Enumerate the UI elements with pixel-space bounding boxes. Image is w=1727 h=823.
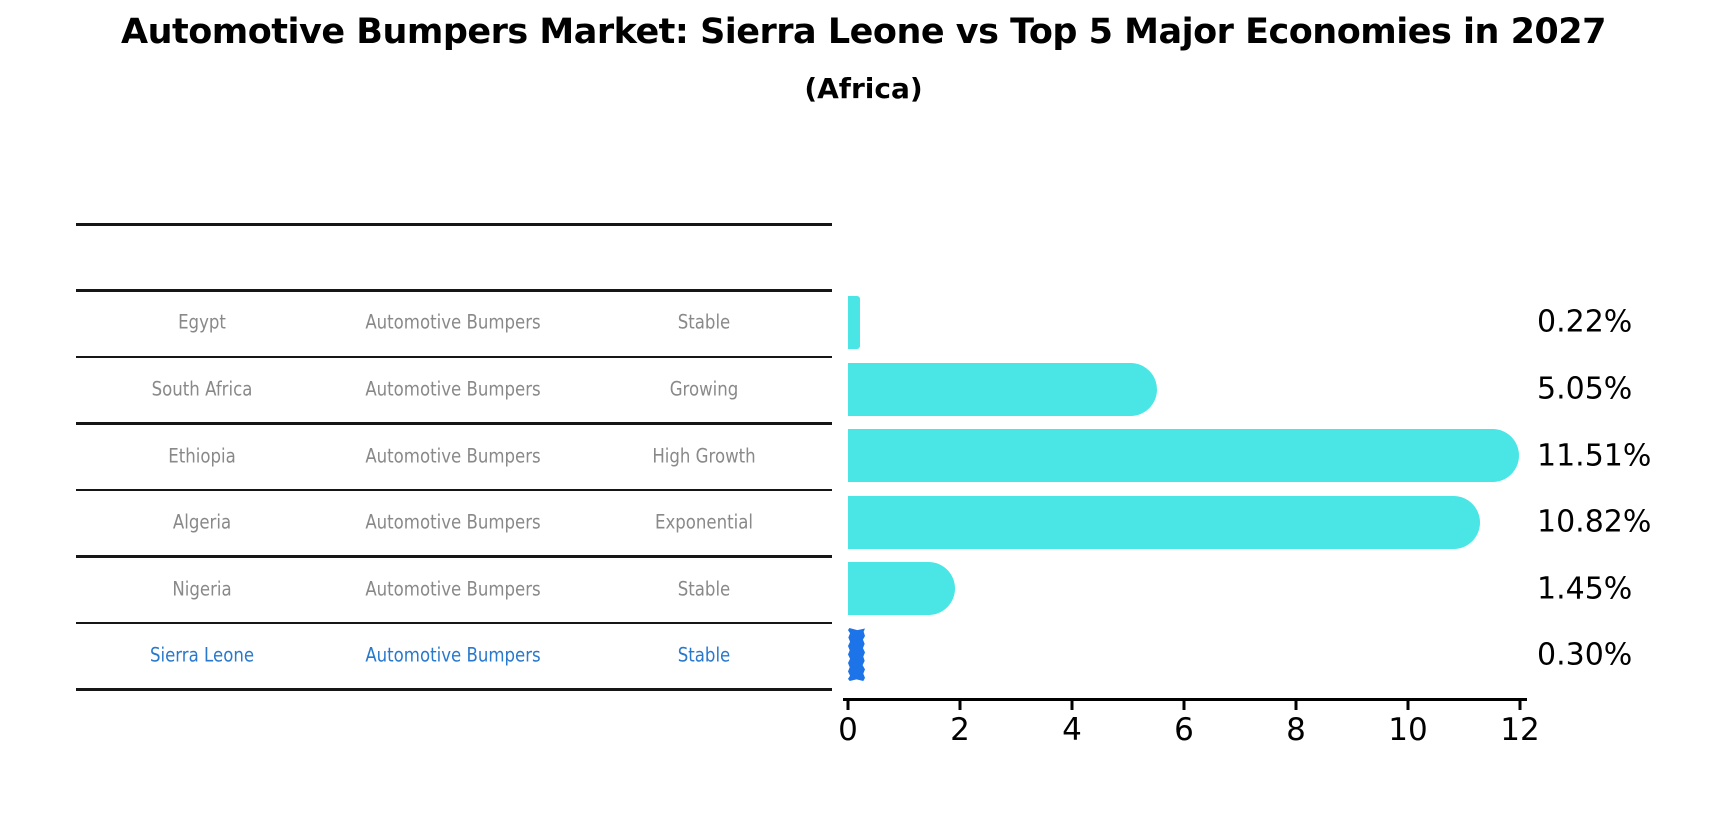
x-axis-tick [1406,701,1410,710]
table-cell-label: Ethiopia [168,444,236,467]
table-cell-label: Stable [677,577,731,600]
bar-value-label: 1.45% [1537,571,1633,606]
bar-sierra-leone-highlight [848,628,865,681]
table-cell-country: Ethiopia [162,444,241,467]
table-cell-label: Growing [669,377,739,401]
table-cell-label: High Growth [652,444,756,467]
table-cell-product: Automotive Bumpers [350,511,556,534]
table-row-rule [76,488,832,491]
table-cell-product: Automotive Bumpers [350,643,556,666]
x-axis-tick-label: 0 [838,712,858,748]
x-axis-tick-label: 12 [1500,712,1540,748]
bar-value-label: 11.51% [1537,438,1652,473]
table-cell-label: Automotive Bumpers [365,444,541,467]
table-row-rule [76,422,832,425]
bar-value-label: 5.05% [1537,371,1633,407]
table-cell-country: Algeria [168,511,237,534]
table-cell-label: Automotive Bumpers [365,310,541,334]
x-axis-line [843,698,1527,701]
table-cell-life_cycle: Stable [673,643,735,666]
table-cell-label: South Africa [151,377,253,401]
x-axis-tick-label: 4 [1062,712,1082,748]
table-bottom-rule [76,688,832,691]
table-cell-product: Automotive Bumpers [350,311,556,334]
table-cell-label: Automotive Bumpers [365,577,541,600]
x-axis-tick-label: 10 [1388,712,1428,748]
table-row-rule [76,621,832,624]
table-cell-label: Stable [677,310,731,334]
table-cell-label: Stable [677,643,731,666]
table-cell-label: Egypt [178,310,226,334]
x-axis-tick [1182,701,1186,710]
table-cell-label: Exponential [654,510,754,534]
table-cell-life_cycle: High Growth [643,444,765,467]
table-row-rule [76,355,832,358]
bar-south-africa [848,362,1157,416]
table-cell-life_cycle: Growing [664,378,745,401]
x-axis-tick [958,701,962,710]
table-row-rule [76,289,832,292]
bar-value-label: 0.22% [1537,304,1633,340]
bar-egypt [848,295,860,349]
chart-title: Automotive Bumpers Market: Sierra Leone … [121,12,1607,52]
table-row-rule [76,555,832,558]
table-cell-country: Egypt [174,311,230,334]
x-axis-tick-label: 6 [1174,712,1194,748]
table-cell-country: Sierra Leone [141,643,263,666]
table-cell-country: Nigeria [167,577,237,600]
bar-value-label: 0.30% [1537,637,1633,672]
table-cell-label: Sierra Leone [149,643,255,666]
x-axis-tick [846,701,850,710]
table-cell-label: Algeria [172,510,232,534]
table-cell-label: Nigeria [172,577,232,600]
table-cell-label: Automotive Bumpers [365,377,541,401]
table-cell-life_cycle: Stable [673,577,735,600]
table-cell-label: Automotive Bumpers [365,643,541,666]
bar-nigeria [848,562,955,615]
chart-subtitle: (Africa) [804,72,923,105]
bar-value-label: 10.82% [1537,504,1652,540]
table-top-rule [76,223,832,226]
x-axis-tick-label: 8 [1286,712,1306,748]
x-axis-tick-label: 2 [950,712,970,748]
x-axis-tick [1070,701,1074,710]
table-cell-product: Automotive Bumpers [350,378,556,401]
table-cell-life_cycle: Exponential [646,511,761,534]
table-cell-label: Automotive Bumpers [365,510,541,534]
x-axis-tick [1294,701,1298,710]
bar-algeria [848,495,1480,549]
bar-ethiopia [848,429,1519,482]
table-cell-product: Automotive Bumpers [350,577,556,600]
table-cell-life_cycle: Stable [673,311,735,334]
x-axis-tick [1518,701,1522,710]
table-cell-product: Automotive Bumpers [350,444,556,467]
table-cell-country: South Africa [143,378,262,401]
